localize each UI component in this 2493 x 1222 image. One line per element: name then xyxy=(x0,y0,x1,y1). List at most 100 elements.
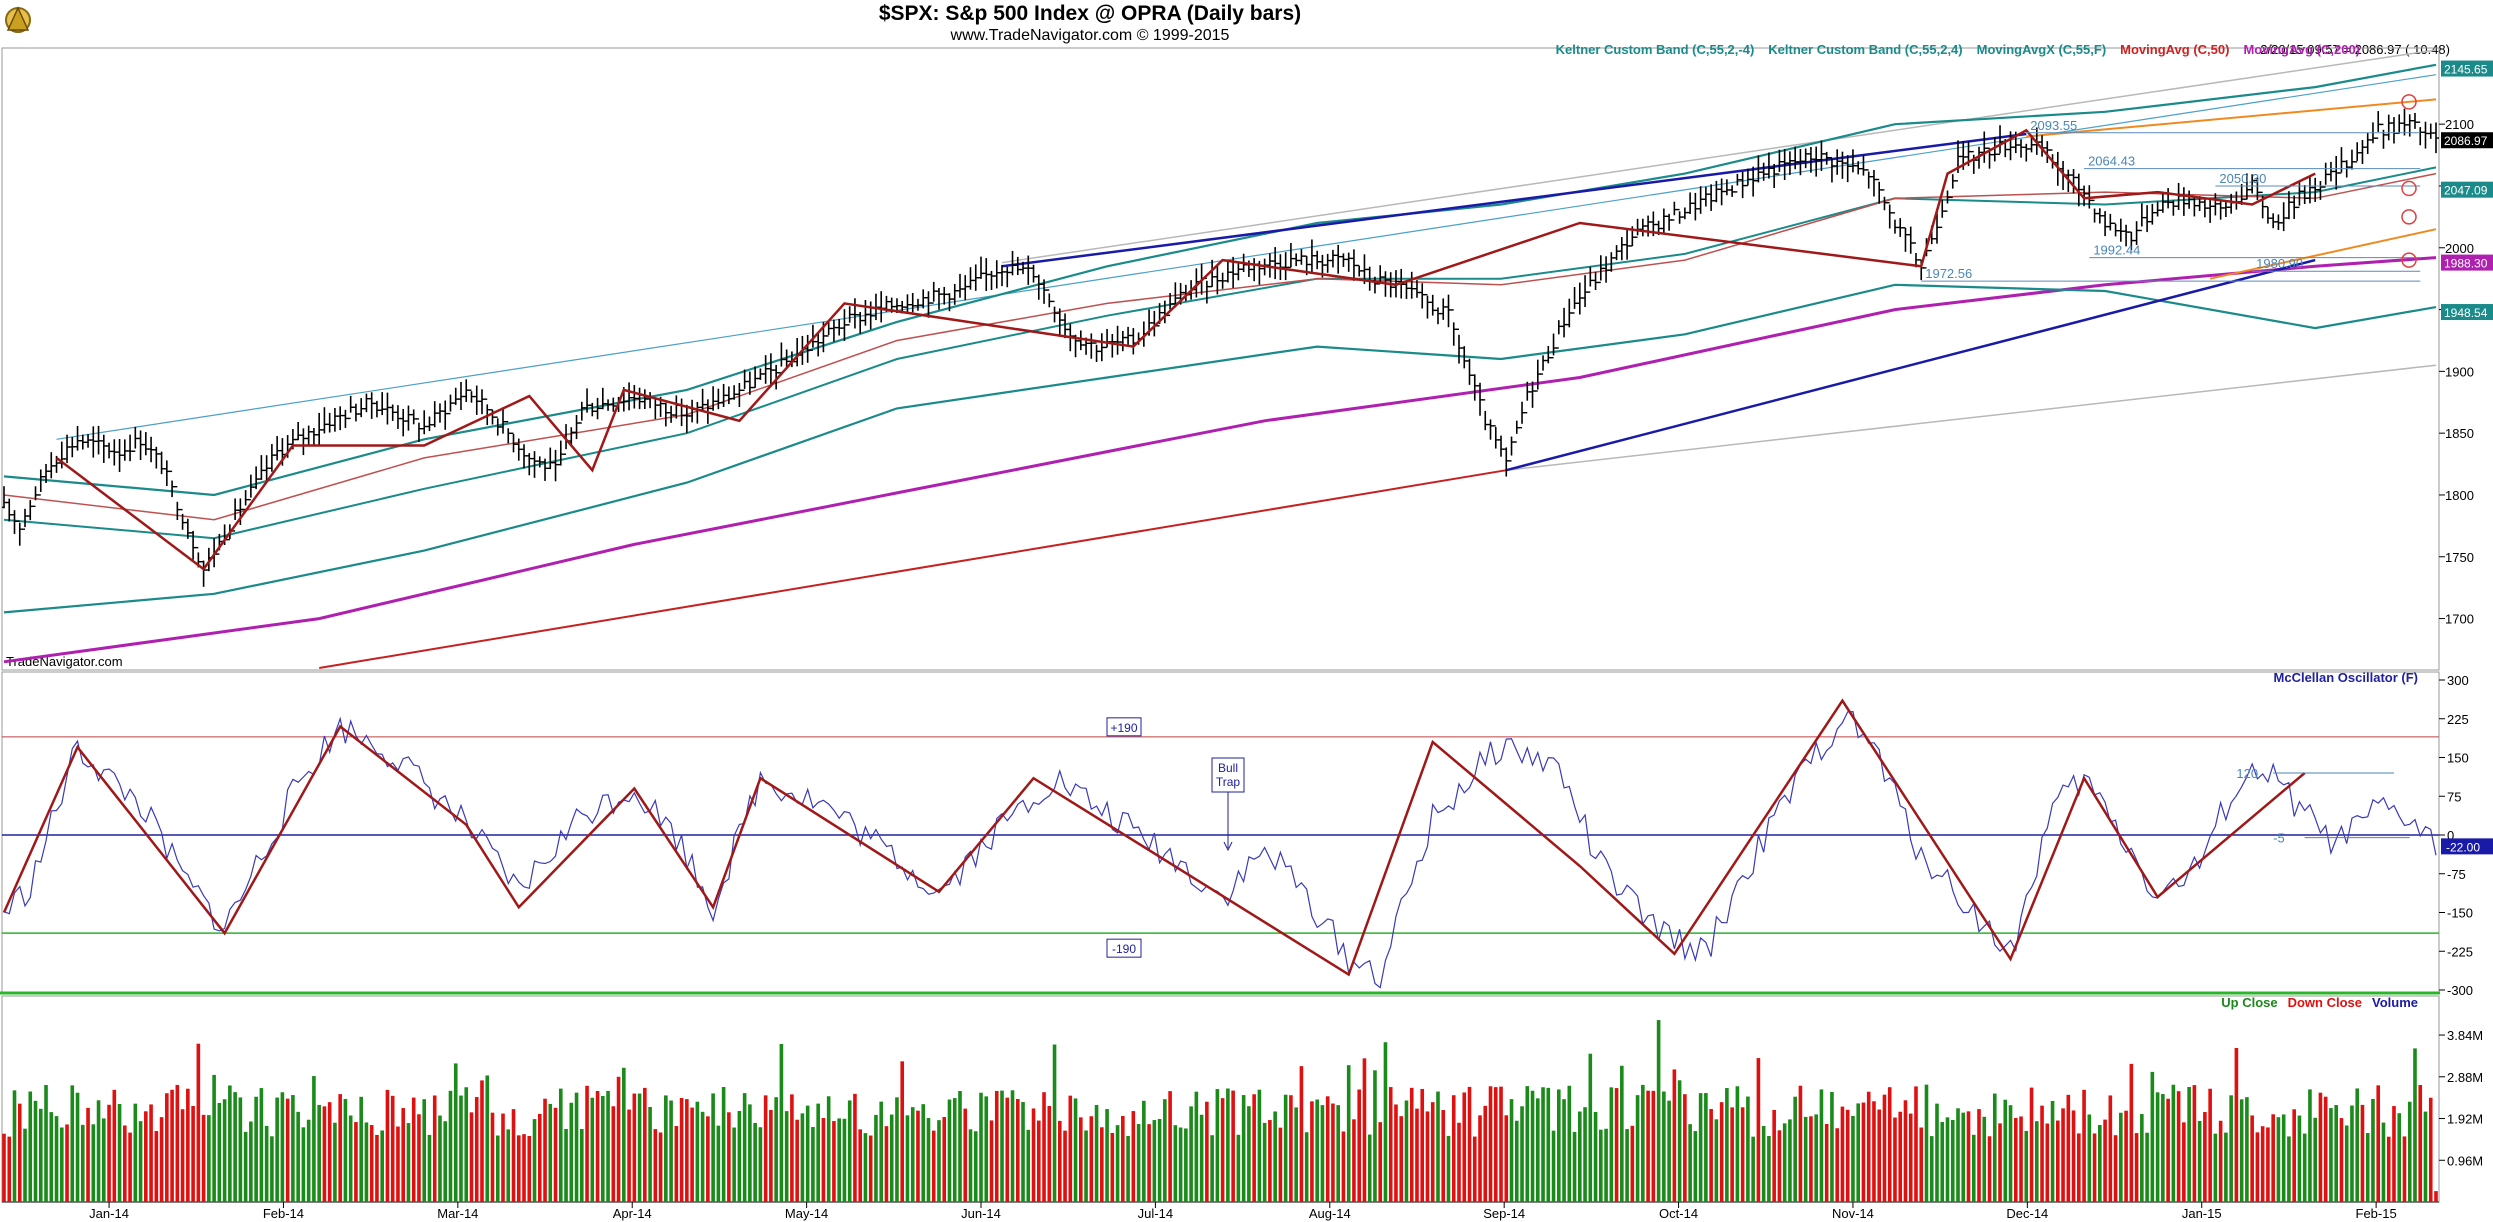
volume-bar xyxy=(1830,1091,1834,1202)
volume-bar xyxy=(2040,1105,2044,1202)
price-tag-label: 1948.54 xyxy=(2444,306,2488,320)
volume-bar xyxy=(1919,1127,1924,1202)
logo-icon xyxy=(5,6,31,33)
volume-bar xyxy=(1887,1087,1892,1202)
x-tick-label: Dec-14 xyxy=(2006,1206,2048,1221)
volume-bar xyxy=(1761,1125,1766,1202)
volume-bar xyxy=(1782,1123,1787,1202)
volume-bar xyxy=(249,1121,253,1202)
volume-bar xyxy=(495,1135,500,1202)
volume-bar xyxy=(165,1093,169,1202)
volume-bar xyxy=(1767,1135,1771,1202)
volume-bar xyxy=(264,1125,269,1202)
level-label: 2050.30 xyxy=(2219,171,2266,186)
volume-bar xyxy=(900,1061,905,1202)
volume-bar xyxy=(1746,1096,1750,1202)
volume-bar xyxy=(805,1105,810,1202)
price-zigzag-line xyxy=(55,128,2316,571)
volume-bar xyxy=(1100,1127,1104,1202)
legend-entry: Keltner Custom Band (C,55,2,-4) xyxy=(1556,42,1755,57)
volume-bar xyxy=(2066,1094,2071,1202)
volume-bar xyxy=(795,1119,799,1202)
volume-bar xyxy=(385,1089,390,1202)
volume-bar xyxy=(1084,1130,1088,1202)
volume-bar xyxy=(107,1104,111,1202)
volume-bar xyxy=(2145,1132,2149,1202)
osc-level-box-label: +190 xyxy=(1110,721,1137,735)
volume-bar xyxy=(1982,1116,1987,1202)
volume-bar xyxy=(217,1102,222,1202)
bull-trap-box xyxy=(1211,757,1245,793)
volume-bar xyxy=(448,1090,453,1202)
volume-bar xyxy=(2292,1109,2296,1202)
volume-bar xyxy=(1031,1108,1036,1202)
keltner-lower-line xyxy=(3,283,2437,614)
volume-bar xyxy=(921,1104,926,1202)
volume-bar xyxy=(422,1099,427,1202)
volume-bar xyxy=(1572,1131,1577,1202)
volume-bar xyxy=(1472,1136,1477,1202)
volume-bar xyxy=(674,1126,679,1202)
legends: Keltner Custom Band (C,55,2,-4) Keltner C… xyxy=(1556,42,2418,1010)
volume-bar xyxy=(1346,1065,1351,1202)
volume-bar xyxy=(1478,1115,1482,1202)
volume-bar xyxy=(359,1096,363,1202)
volume-bar xyxy=(1845,1109,1850,1202)
volume-bar xyxy=(1556,1089,1561,1202)
level-label: 1980.90 xyxy=(2256,256,2303,271)
volume-bar xyxy=(291,1095,295,1202)
volume-bar xyxy=(170,1089,174,1202)
volume-bar xyxy=(380,1130,384,1202)
volume-bar xyxy=(1966,1111,1971,1202)
volume-bar xyxy=(2271,1114,2275,1202)
volume-bar xyxy=(2323,1096,2328,1202)
price-y-label: 1750 xyxy=(2445,550,2474,565)
volume-bar xyxy=(1373,1070,1377,1202)
osc-level-label: -5 xyxy=(2273,831,2285,846)
volume-bar xyxy=(70,1085,75,1202)
volume-bar xyxy=(364,1122,369,1202)
volume-bar xyxy=(117,1103,122,1202)
volume-bar xyxy=(1798,1085,1803,1202)
volume-bar xyxy=(180,1109,185,1202)
volume-bar xyxy=(175,1084,180,1202)
volume-bar xyxy=(375,1134,379,1202)
volume-bar xyxy=(1094,1105,1099,1202)
volume-bar xyxy=(1268,1120,1272,1202)
volume-bar xyxy=(2234,1047,2239,1202)
target-circle-icon xyxy=(2401,94,2417,110)
volume-bar xyxy=(601,1095,605,1202)
volume-bar xyxy=(2150,1071,2155,1202)
volume-bar xyxy=(1420,1088,1425,1202)
volume-bar xyxy=(574,1092,579,1202)
volume-bar xyxy=(637,1093,642,1202)
volume-bar xyxy=(1462,1092,1467,1202)
legend-entry: Volume xyxy=(2372,995,2418,1010)
volume-bar xyxy=(1451,1095,1456,1202)
volume-bar xyxy=(1709,1109,1713,1202)
volume-bar xyxy=(201,1114,206,1202)
volume-bar xyxy=(910,1107,915,1202)
volume-bar xyxy=(1325,1096,1330,1202)
volume-bar xyxy=(1220,1098,1225,1202)
volume-bar xyxy=(485,1075,490,1202)
volume-bar xyxy=(1924,1084,1929,1202)
volume-y-label: 1.92M xyxy=(2447,1112,2483,1127)
volume-bar xyxy=(1520,1106,1524,1202)
volume-bar xyxy=(322,1106,327,1202)
volume-bar xyxy=(1662,1091,1666,1202)
volume-bar xyxy=(28,1091,33,1202)
volume-bar xyxy=(96,1100,101,1202)
price-bars xyxy=(2,108,2439,587)
volume-bar xyxy=(474,1097,479,1202)
volume-bar xyxy=(228,1085,232,1202)
osc-level-box-label: -190 xyxy=(1112,942,1136,956)
volume-bar xyxy=(17,1103,22,1202)
volume-bar xyxy=(1399,1116,1404,1202)
volume-bar xyxy=(2113,1135,2118,1202)
volume-bar xyxy=(837,1118,841,1202)
volume-bar xyxy=(1184,1128,1188,1202)
volume-bar xyxy=(1693,1131,1698,1202)
price-panel-frame xyxy=(1,47,2440,671)
volume-bar xyxy=(459,1095,463,1202)
